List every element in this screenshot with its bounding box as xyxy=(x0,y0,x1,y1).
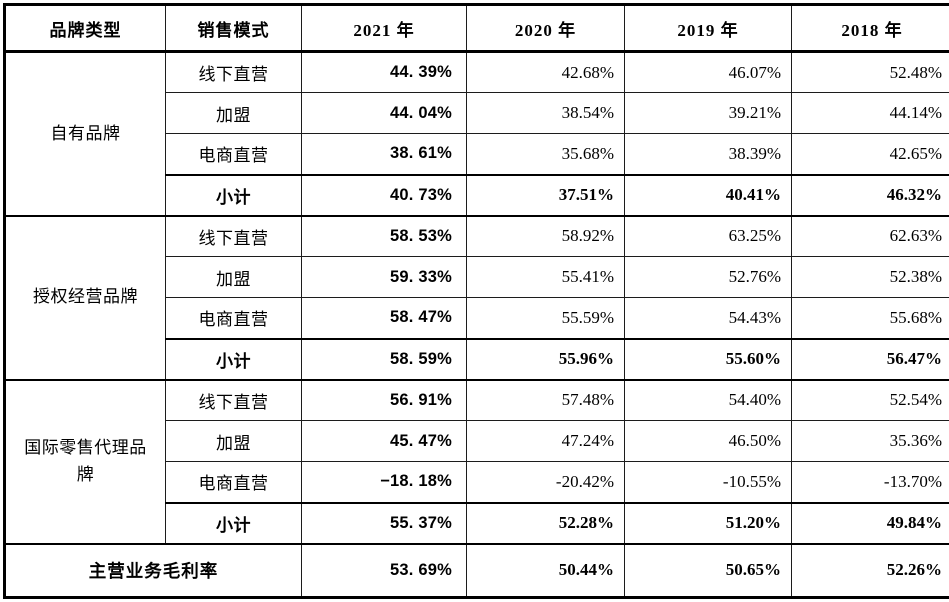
header-sales-mode: 销售模式 xyxy=(165,4,302,53)
value-cell-2021: 58. 53% xyxy=(301,214,467,257)
mode-cell: 电商直营 xyxy=(165,133,302,175)
value-cell-2020: 55.41% xyxy=(466,256,625,298)
value-cell-2020: 47.24% xyxy=(466,420,625,462)
value-cell-2018: 49.84% xyxy=(791,501,949,544)
mode-cell: 小计 xyxy=(165,501,302,544)
value-cell-2021: 58. 59% xyxy=(301,337,467,380)
value-cell-2018: 52.26% xyxy=(791,542,949,598)
header-row: 品牌类型 销售模式 2021 年 2020 年 2019 年 2018 年 xyxy=(4,4,949,53)
mode-cell: 线下直营 xyxy=(165,378,302,421)
subtotal-row: 小计 40. 73% 37.51% 40.41% 46.32% xyxy=(5,173,949,216)
value-cell-2018: 42.65% xyxy=(791,133,949,175)
value-cell-2020: 50.44% xyxy=(466,542,625,598)
subtotal-row: 小计 58. 59% 55.96% 55.60% 56.47% xyxy=(5,337,949,380)
table-row: 电商直营 −18. 18% -20.42% -10.55% -13.70% xyxy=(5,461,949,503)
value-cell-2021: 44. 04% xyxy=(301,92,467,134)
table-row: 自有品牌 线下直营 44. 39% 42.68% 46.07% 52.48% xyxy=(4,50,949,216)
footer-row: 主营业务毛利率 53. 69% 50.44% 50.65% 52.26% xyxy=(4,542,949,598)
header-year-2021: 2021 年 xyxy=(301,4,467,53)
value-cell-2018: 35.36% xyxy=(791,420,949,462)
value-cell-2019: 54.43% xyxy=(624,297,792,339)
value-cell-2018: 44.14% xyxy=(791,92,949,134)
gross-margin-table: 品牌类型 销售模式 2021 年 2020 年 2019 年 2018 年 自有… xyxy=(3,3,949,599)
table-row: 授权经营品牌 线下直营 58. 53% 58.92% 63.25% 62.63% xyxy=(4,214,949,380)
mode-cell: 线下直营 xyxy=(165,50,302,93)
value-cell-2020: 42.68% xyxy=(466,50,625,93)
mode-cell: 加盟 xyxy=(165,256,302,298)
table-row: 加盟 44. 04% 38.54% 39.21% 44.14% xyxy=(5,92,949,134)
value-cell-2019: 40.41% xyxy=(624,173,792,216)
value-cell-2020: 55.96% xyxy=(466,337,625,380)
header-brand-type: 品牌类型 xyxy=(4,4,166,53)
table-row: 电商直营 58. 47% 55.59% 54.43% 55.68% xyxy=(5,297,949,339)
brand-cell: 国际零售代理品牌 xyxy=(4,378,166,544)
value-cell-2018: 62.63% xyxy=(791,214,949,257)
value-cell-2019: 63.25% xyxy=(624,214,792,257)
table-row: 国际零售代理品牌 线下直营 56. 91% 57.48% 54.40% 52.5… xyxy=(4,378,949,544)
value-cell-2018: -13.70% xyxy=(791,461,949,503)
footer-label: 主营业务毛利率 xyxy=(4,542,302,598)
value-cell-2018: 56.47% xyxy=(791,337,949,380)
mode-cell: 小计 xyxy=(165,337,302,380)
value-cell-2020: 38.54% xyxy=(466,92,625,134)
value-cell-2021: −18. 18% xyxy=(301,461,467,503)
value-cell-2018: 46.32% xyxy=(791,173,949,216)
value-cell-2018: 52.38% xyxy=(791,256,949,298)
value-cell-2020: 35.68% xyxy=(466,133,625,175)
value-cell-2021: 38. 61% xyxy=(301,133,467,175)
value-cell-2021: 55. 37% xyxy=(301,501,467,544)
table-row: 加盟 45. 47% 47.24% 46.50% 35.36% xyxy=(5,420,949,462)
value-cell-2021: 45. 47% xyxy=(301,420,467,462)
value-cell-2019: 51.20% xyxy=(624,501,792,544)
value-cell-2021: 58. 47% xyxy=(301,297,467,339)
value-cell-2018: 52.54% xyxy=(791,378,949,421)
header-year-2018: 2018 年 xyxy=(791,4,949,53)
value-cell-2019: 50.65% xyxy=(624,542,792,598)
subtotal-row: 小计 55. 37% 52.28% 51.20% 49.84% xyxy=(5,501,949,544)
value-cell-2019: 38.39% xyxy=(624,133,792,175)
value-cell-2020: 57.48% xyxy=(466,378,625,421)
mode-cell: 加盟 xyxy=(165,92,302,134)
header-year-2019: 2019 年 xyxy=(624,4,792,53)
table-row: 电商直营 38. 61% 35.68% 38.39% 42.65% xyxy=(5,133,949,175)
value-cell-2019: 52.76% xyxy=(624,256,792,298)
value-cell-2019: -10.55% xyxy=(624,461,792,503)
value-cell-2021: 59. 33% xyxy=(301,256,467,298)
value-cell-2019: 54.40% xyxy=(624,378,792,421)
brand-cell: 自有品牌 xyxy=(4,50,166,216)
value-cell-2018: 55.68% xyxy=(791,297,949,339)
value-cell-2019: 39.21% xyxy=(624,92,792,134)
value-cell-2020: 55.59% xyxy=(466,297,625,339)
value-cell-2019: 46.07% xyxy=(624,50,792,93)
brand-cell: 授权经营品牌 xyxy=(4,214,166,380)
mode-cell: 小计 xyxy=(165,173,302,216)
value-cell-2018: 52.48% xyxy=(791,50,949,93)
value-cell-2020: 52.28% xyxy=(466,501,625,544)
value-cell-2019: 46.50% xyxy=(624,420,792,462)
header-year-2020: 2020 年 xyxy=(466,4,625,53)
mode-cell: 加盟 xyxy=(165,420,302,462)
value-cell-2020: 37.51% xyxy=(466,173,625,216)
mode-cell: 线下直营 xyxy=(165,214,302,257)
value-cell-2021: 56. 91% xyxy=(301,378,467,421)
value-cell-2021: 40. 73% xyxy=(301,173,467,216)
value-cell-2020: -20.42% xyxy=(466,461,625,503)
value-cell-2021: 44. 39% xyxy=(301,50,467,93)
mode-cell: 电商直营 xyxy=(165,461,302,503)
mode-cell: 电商直营 xyxy=(165,297,302,339)
value-cell-2021: 53. 69% xyxy=(301,542,467,598)
value-cell-2019: 55.60% xyxy=(624,337,792,380)
value-cell-2020: 58.92% xyxy=(466,214,625,257)
